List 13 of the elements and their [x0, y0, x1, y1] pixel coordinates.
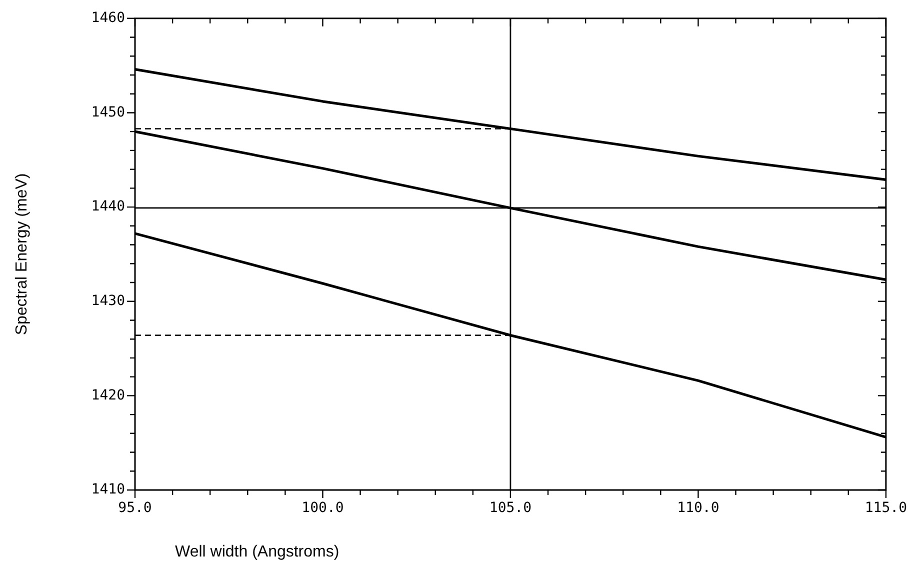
y-tick-label: 1460: [91, 10, 125, 26]
y-tick-label: 1440: [91, 198, 125, 215]
x-tick-label: 100.0: [302, 500, 344, 516]
y-tick-label: 1430: [91, 293, 125, 309]
x-tick-label: 115.0: [864, 500, 908, 516]
y-tick-label: 1420: [91, 387, 125, 404]
y-tick-label: 1450: [91, 104, 125, 120]
x-tick-label: 110.0: [677, 500, 720, 516]
x-tick-label: 105.0: [489, 500, 532, 516]
y-tick-label: 1410: [91, 482, 125, 498]
y-axis-title: Spectral Energy (meV): [13, 173, 30, 336]
x-axis-title: Well width (Angstroms): [175, 543, 340, 560]
x-tick-label: 95.0: [118, 500, 152, 516]
